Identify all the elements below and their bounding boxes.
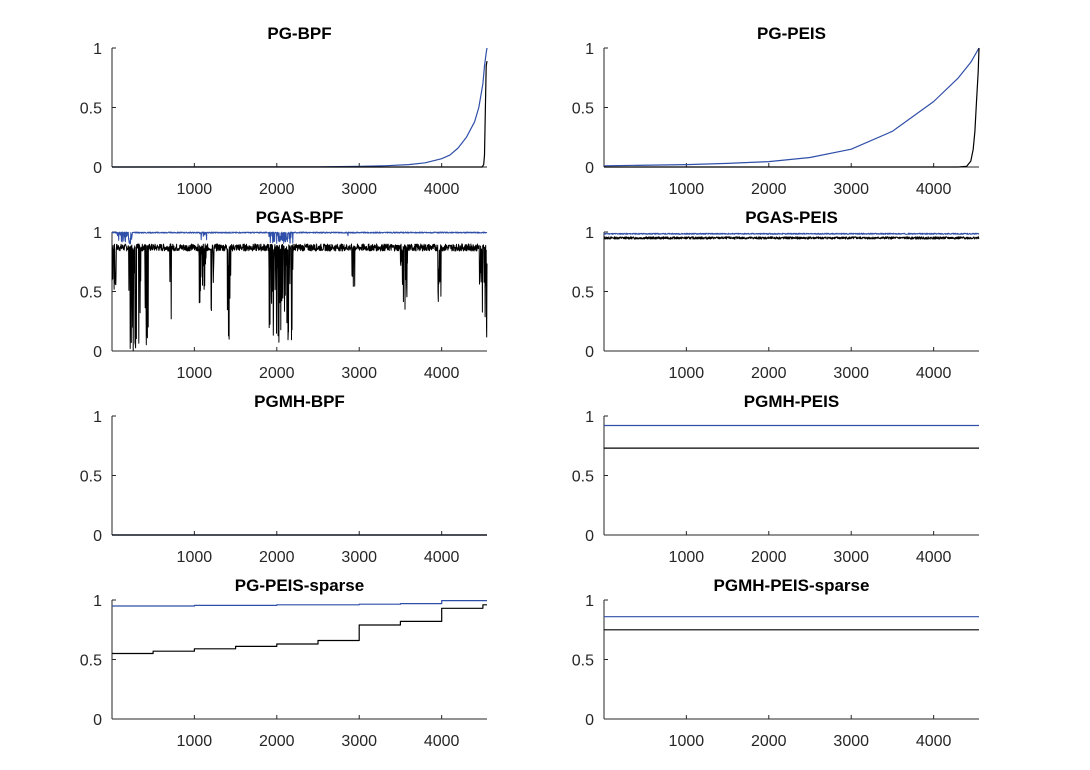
y-tick-label: 0.5 xyxy=(80,285,102,302)
x-tick-label: 3000 xyxy=(833,181,869,198)
x-tick-label: 2000 xyxy=(259,181,295,198)
x-tick-label: 3000 xyxy=(833,365,869,382)
x-tick-label: 3000 xyxy=(341,733,377,750)
series-line-black xyxy=(603,236,980,240)
series-line-black xyxy=(112,61,488,168)
y-tick-label: 1 xyxy=(585,41,594,58)
y-tick-label: 1 xyxy=(585,593,594,610)
y-tick-label: 1 xyxy=(585,225,594,242)
series-line-blue xyxy=(603,232,980,235)
y-tick-label: 0 xyxy=(585,528,594,545)
subplot-pg-bpf: PG-BPF 0 0.5 1 1000 2000 3000 4000 xyxy=(80,24,488,198)
x-tick-label: 3000 xyxy=(341,549,377,566)
y-tick-label: 0.5 xyxy=(572,653,594,670)
subplot-pg-peis: PG-PEIS 0 0.5 1 1000 2000 3000 4000 xyxy=(572,24,980,198)
x-tick-label: 2000 xyxy=(751,733,787,750)
x-tick-label: 4000 xyxy=(916,549,952,566)
y-tick-label: 0 xyxy=(585,344,594,361)
y-tick-label: 0 xyxy=(93,160,102,177)
x-tick-label: 1000 xyxy=(177,365,213,382)
subplot-title: PGMH-BPF xyxy=(254,392,345,411)
x-tick-label: 1000 xyxy=(669,549,705,566)
series-line-black xyxy=(112,604,487,655)
subplot-pgmh-bpf: PGMH-BPF 0 0.5 1 1000 2000 3000 4000 xyxy=(80,392,487,566)
x-tick-label: 2000 xyxy=(751,365,787,382)
subplot-title: PG-PEIS xyxy=(757,24,826,43)
x-tick-label: 3000 xyxy=(833,733,869,750)
subplot-title: PGMH-PEIS xyxy=(744,392,839,411)
x-tick-label: 3000 xyxy=(341,365,377,382)
series-line-black xyxy=(604,47,980,168)
subplot-pg-peis-sparse: PG-PEIS-sparse 0 0.5 1 1000 2000 3000 4000 xyxy=(80,576,487,750)
series-line-blue xyxy=(111,231,488,245)
x-tick-label: 1000 xyxy=(669,181,705,198)
x-tick-label: 4000 xyxy=(424,549,460,566)
x-tick-label: 4000 xyxy=(916,365,952,382)
x-tick-label: 1000 xyxy=(177,181,213,198)
y-tick-label: 0 xyxy=(93,344,102,361)
y-tick-label: 0.5 xyxy=(572,285,594,302)
y-tick-label: 1 xyxy=(93,225,102,242)
y-tick-label: 1 xyxy=(585,409,594,426)
x-tick-label: 2000 xyxy=(751,549,787,566)
subplot-pgas-bpf: PGAS-BPF 0 0.5 1 1000 2000 3000 4000 xyxy=(80,208,488,382)
x-tick-label: 3000 xyxy=(833,549,869,566)
x-tick-label: 2000 xyxy=(259,733,295,750)
x-tick-label: 2000 xyxy=(259,549,295,566)
x-tick-label: 4000 xyxy=(916,733,952,750)
y-tick-label: 0.5 xyxy=(80,101,102,118)
y-tick-label: 1 xyxy=(93,409,102,426)
subplot-pgas-peis: PGAS-PEIS 0 0.5 1 1000 2000 3000 4000 xyxy=(572,208,980,382)
subplot-title: PGMH-PEIS-sparse xyxy=(714,576,870,595)
subplot-pgmh-peis: PGMH-PEIS 0 0.5 1 1000 2000 3000 4000 xyxy=(572,392,979,566)
x-tick-label: 2000 xyxy=(259,365,295,382)
y-tick-label: 1 xyxy=(93,41,102,58)
x-tick-label: 1000 xyxy=(177,549,213,566)
subplot-title: PG-BPF xyxy=(267,24,331,43)
x-tick-label: 4000 xyxy=(916,181,952,198)
x-tick-label: 1000 xyxy=(177,733,213,750)
y-tick-label: 0.5 xyxy=(572,101,594,118)
x-tick-label: 4000 xyxy=(424,733,460,750)
x-tick-label: 2000 xyxy=(751,181,787,198)
subplot-title: PGAS-BPF xyxy=(256,208,344,227)
y-tick-label: 0.5 xyxy=(80,653,102,670)
x-tick-label: 3000 xyxy=(341,181,377,198)
y-tick-label: 1 xyxy=(93,593,102,610)
y-tick-label: 0.5 xyxy=(572,469,594,486)
series-line-blue xyxy=(111,47,488,168)
subplot-pgmh-peis-sparse: PGMH-PEIS-sparse 0 0.5 1 1000 2000 3000 4000 xyxy=(572,576,979,750)
series-line-blue xyxy=(112,600,487,607)
y-tick-label: 0.5 xyxy=(80,469,102,486)
subplot-title: PG-PEIS-sparse xyxy=(235,576,364,595)
subplot-title: PGAS-PEIS xyxy=(745,208,838,227)
series-line-blue xyxy=(603,47,980,167)
x-tick-label: 1000 xyxy=(669,733,705,750)
y-tick-label: 0 xyxy=(585,712,594,729)
y-tick-label: 0 xyxy=(585,160,594,177)
x-tick-label: 1000 xyxy=(669,365,705,382)
y-tick-label: 0 xyxy=(93,528,102,545)
y-tick-label: 0 xyxy=(93,712,102,729)
series-line-black xyxy=(111,243,488,352)
x-tick-label: 4000 xyxy=(424,181,460,198)
x-tick-label: 4000 xyxy=(424,365,460,382)
